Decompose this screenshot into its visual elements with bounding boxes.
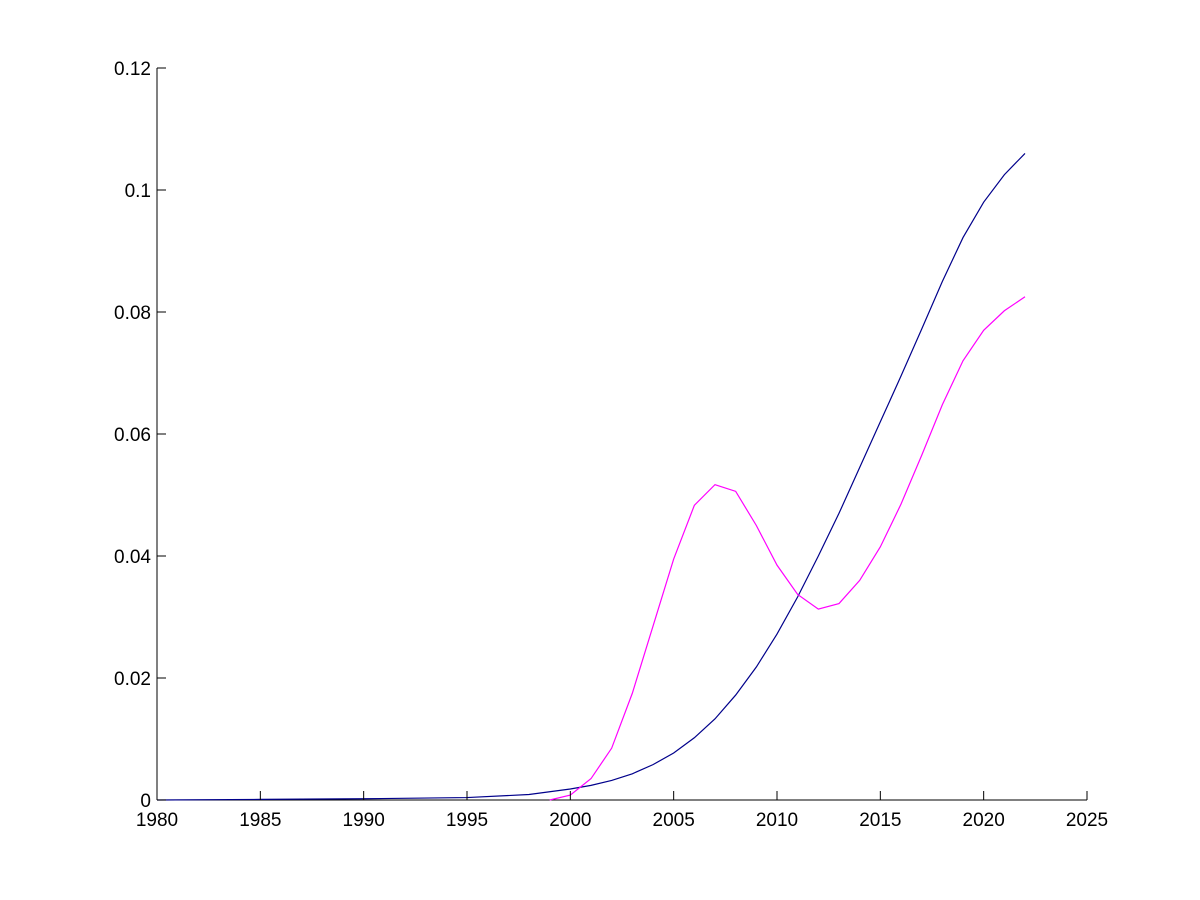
y-tick-label: 0.02 [114,669,151,690]
y-tick-label: 0.08 [114,303,151,324]
y-tick-label: 0.06 [114,425,151,446]
y-tick-label: 0 [140,791,151,812]
x-tick-label: 1980 [136,810,178,831]
x-tick-label: 2005 [653,810,695,831]
series-layer [156,152,1026,801]
x-tick-label: 2025 [1066,810,1108,831]
x-tick-label: 2010 [756,810,798,831]
axes [156,68,1087,801]
y-tick-label: 0.1 [125,181,151,202]
x-axis-ticks: 1980 1985 1990 1995 2000 2005 2010 2015 2020 2025 [136,791,1108,831]
x-tick-label: 1990 [343,810,385,831]
x-tick-label: 1985 [239,810,281,831]
series-line-2 [549,296,1026,801]
x-tick-label: 1995 [446,810,488,831]
x-tick-label: 2020 [963,810,1005,831]
x-tick-label: 2000 [549,810,591,831]
y-tick-label: 0.04 [114,547,151,568]
series-line-1 [156,152,1026,801]
y-axis-ticks: 0 0.02 0.04 0.06 0.08 0.1 0.12 [114,59,166,812]
y-tick-label: 0.12 [114,59,151,80]
x-tick-label: 2015 [859,810,901,831]
